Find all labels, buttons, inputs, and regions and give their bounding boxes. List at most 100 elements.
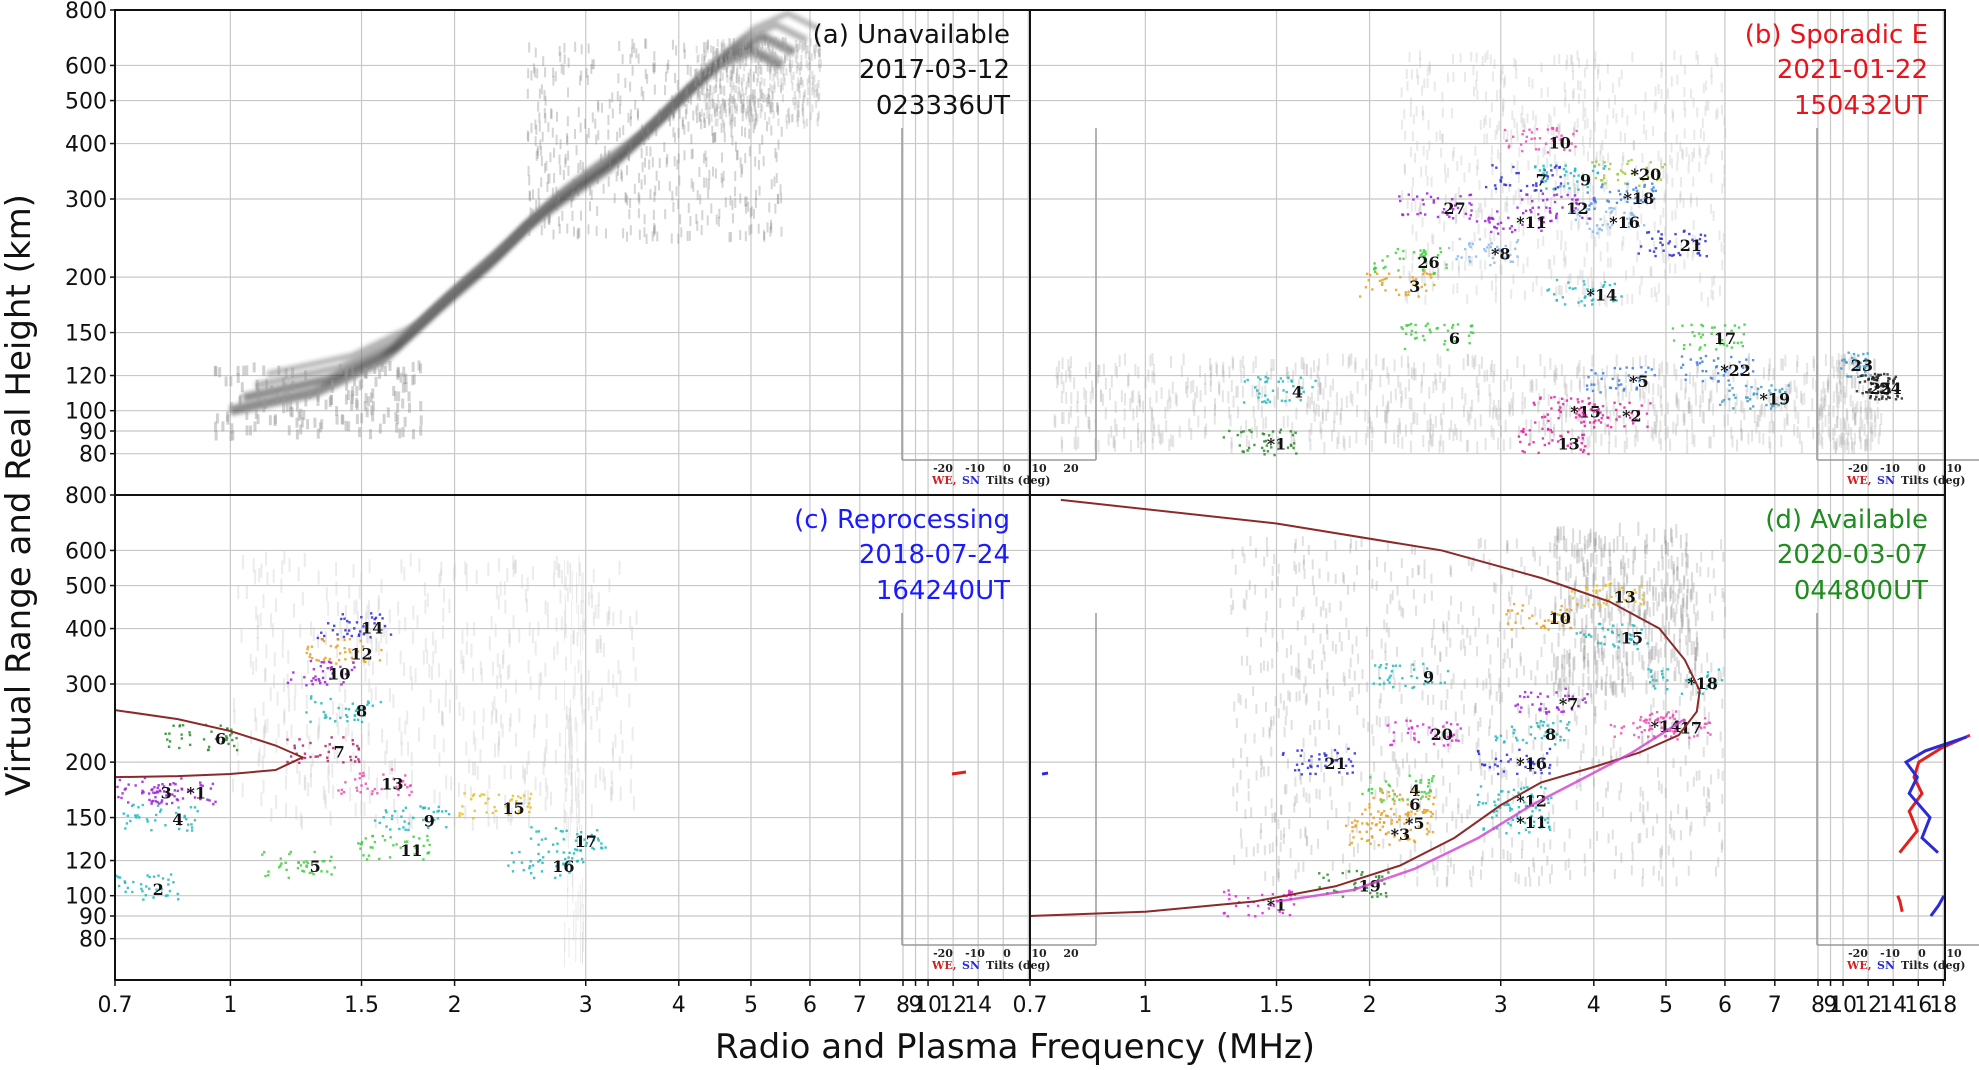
trace-label-6: 6 [1409, 795, 1420, 814]
trace-label-12: 12 [350, 644, 372, 663]
tilt-sn-curve [1041, 771, 1049, 776]
tilt-tick-label: 10 [1946, 947, 1962, 960]
tilt-label-we: WE, [1846, 474, 1872, 487]
x-tick-label: 14 [1879, 993, 1907, 1018]
trace-label-10: 10 [1549, 609, 1571, 628]
trace-label-star-1: *1 [1267, 434, 1287, 453]
trace-6: 6 [1400, 322, 1475, 351]
y-tick-label: 800 [65, 0, 107, 24]
panel-c-echoes [231, 550, 638, 967]
trace-star-1: *1 [140, 776, 217, 806]
tilt-label-sn: SN [1877, 959, 1895, 972]
trace-17: 17 [1636, 712, 1712, 741]
y-tick-label: 90 [79, 420, 107, 445]
panel-c-grid [115, 495, 1030, 980]
trace-label-19: 19 [1358, 876, 1380, 895]
trace-label-star-22: *22 [1720, 361, 1751, 380]
trace-label-4: 4 [1409, 781, 1420, 800]
x-tick-label: 5 [744, 993, 758, 1018]
panel-b-label-line1: (b) Sporadic E [1745, 20, 1928, 50]
trace-star-2: *2 [1578, 401, 1652, 429]
x-axis-label: Radio and Plasma Frequency (MHz) [715, 1027, 1315, 1067]
trace-26: 26 [1372, 247, 1448, 275]
trace-star-20: *20 [1591, 158, 1667, 187]
x-tick-label: 4 [672, 993, 686, 1018]
x-tick-label: 7 [853, 993, 867, 1018]
panel-d-model-curve [1030, 498, 1701, 917]
tilt-tick-label: 10 [1946, 462, 1962, 475]
trace-label-star-11: *11 [1516, 813, 1547, 832]
trace-13: 13 [1517, 427, 1590, 456]
tilt-label-we: WE, [931, 959, 957, 972]
trace-label-27: 27 [1443, 199, 1465, 218]
ionogram-echoes [213, 10, 1883, 967]
trace-label-9: 9 [424, 811, 435, 830]
tilt-label-rest: Tilts (deg) [1901, 474, 1965, 487]
trace-label-4: 4 [172, 810, 183, 829]
y-tick-label: 200 [65, 266, 107, 291]
trace-star-16: *16 [1477, 747, 1552, 776]
tilt-tick-label: -20 [933, 947, 953, 960]
x-tick-label: 12 [1854, 993, 1882, 1018]
trace-label-star-5: *5 [1629, 372, 1649, 391]
panel-b-label-line3: 150432UT [1794, 91, 1928, 121]
y-tick-label: 300 [65, 673, 107, 698]
y-tick-label: 800 [65, 484, 107, 509]
tilt-sn-lower [1929, 894, 1946, 917]
x-tick-label: 8 [1811, 993, 1825, 1018]
trace-star-1: *1 [1222, 428, 1298, 457]
trace-label-10: 10 [1549, 134, 1571, 153]
tilt-label-sn: SN [962, 959, 980, 972]
tilt-we-curve [951, 770, 967, 776]
trace-label-star-8: *8 [1491, 244, 1511, 263]
trace-3: 3 [1358, 270, 1436, 298]
x-tick-label: 3 [579, 993, 593, 1018]
trace-5: 5 [261, 850, 336, 879]
trace-star-22: *22 [1680, 354, 1755, 383]
trace-10: 10 [286, 659, 356, 687]
trace-label-8: 8 [1545, 725, 1556, 744]
panel-c-model-curve [115, 709, 305, 779]
x-tick-label: 9 [1824, 993, 1838, 1018]
panel-a-label-line1: (a) Unavailable [813, 20, 1010, 50]
trace-label-3: 3 [161, 783, 172, 802]
trace-15: 15 [1575, 622, 1649, 651]
trace-label-26: 26 [1417, 253, 1439, 272]
panel-c-label-line2: 2018-07-24 [859, 540, 1010, 570]
tilt-label-rest: Tilts (deg) [986, 474, 1050, 487]
trace-star-12: *12 [1476, 785, 1553, 813]
trace-13: 13 [337, 768, 413, 797]
y-tick-label: 80 [79, 928, 107, 953]
trace-3: 3 [115, 777, 184, 805]
trace-label-8: 8 [356, 702, 367, 721]
x-tick-label: 1.5 [1259, 993, 1294, 1018]
trace-label-star-20: *20 [1631, 165, 1662, 184]
y-tick-label: 300 [65, 188, 107, 213]
trace-20: 20 [1386, 719, 1462, 747]
trace-star-15: *15 [1532, 395, 1603, 424]
x-tick-label: 16 [1904, 993, 1932, 1018]
tilt-label-sn: SN [962, 474, 980, 487]
trace-label-23: 23 [1851, 356, 1873, 375]
trace-label-10: 10 [328, 665, 350, 684]
trace-label-6: 6 [1449, 329, 1460, 348]
trace-label-6: 6 [215, 729, 226, 748]
y-tick-label: 150 [65, 322, 107, 347]
trace-star-5: *5 [1585, 366, 1656, 394]
tilt-tick-label: -20 [933, 462, 953, 475]
y-tick-label: 120 [65, 365, 107, 390]
panel-d-label-line3: 044800UT [1794, 576, 1928, 606]
trace-4: 4 [122, 803, 199, 832]
trace-label-13: 13 [381, 775, 403, 794]
trace-6: 6 [1364, 788, 1436, 817]
tilt-we-curve [1898, 733, 1971, 854]
x-tick-label: 7 [1768, 993, 1782, 1018]
trace-label-star-19: *19 [1759, 389, 1790, 408]
tilt-tick-label: 0 [1003, 947, 1011, 960]
trace-label-star-3: *3 [1391, 825, 1411, 844]
panel-c-label-line3: 164240UT [876, 576, 1010, 606]
trace-11: 11 [357, 834, 431, 861]
